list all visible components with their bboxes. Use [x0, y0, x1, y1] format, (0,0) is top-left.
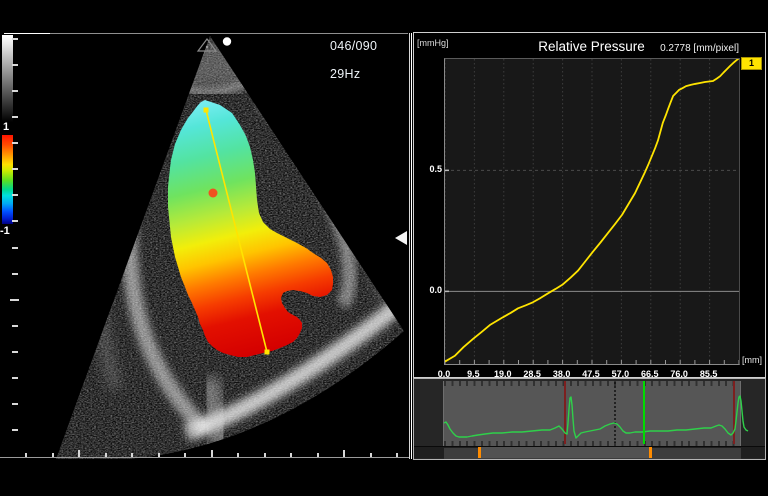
y-tick-label: 0.5 — [429, 164, 442, 175]
pressure-chart-panel: [mmHg] Relative Pressure 0.2778 [mm/pixe… — [413, 32, 766, 379]
colorbar-max-label: 1 — [3, 121, 10, 133]
x-axis-unit-label: [mm] — [742, 355, 762, 365]
width-ruler-tick — [78, 450, 80, 457]
depth-ruler-tick — [12, 220, 18, 223]
width-ruler-tick — [131, 453, 133, 457]
chart-plot-area[interactable] — [444, 57, 740, 365]
depth-ruler-tick — [12, 116, 18, 119]
x-tick-label: 47.5 — [582, 369, 600, 379]
width-ruler-tick — [184, 453, 186, 457]
x-tick-label: 66.5 — [641, 369, 659, 379]
grayscale-colorbar — [2, 35, 13, 122]
pixel-scale-label: 0.2778 [mm/pixel] — [660, 43, 739, 54]
focus-marker-icon[interactable] — [395, 231, 407, 245]
y-axis-unit-label: [mmHg] — [417, 38, 449, 48]
depth-ruler-tick — [10, 298, 19, 301]
width-ruler-tick — [290, 453, 292, 457]
depth-ruler-tick — [12, 142, 18, 145]
depth-ruler-tick — [12, 246, 18, 249]
ecg-trace-canvas — [443, 381, 749, 444]
ecg-panel — [413, 378, 766, 460]
x-tick-label: 19.0 — [494, 369, 512, 379]
trace-1-badge[interactable]: 1 — [741, 57, 762, 70]
measurement-endpoint-bottom[interactable] — [264, 349, 270, 355]
chart-title: Relative Pressure — [538, 39, 645, 54]
width-ruler-tick — [237, 453, 239, 457]
echo-display[interactable] — [0, 33, 409, 459]
width-ruler-tick — [157, 453, 160, 457]
ecg-trace — [443, 395, 749, 439]
width-ruler-tick — [263, 453, 266, 457]
reference-point-marker[interactable] — [208, 188, 218, 198]
width-ruler-line — [0, 457, 409, 458]
measurement-endpoint-top[interactable] — [203, 107, 209, 113]
x-tick-label: 0.0 — [437, 369, 451, 379]
depth-ruler-tick — [12, 350, 18, 353]
lv-pressure-overlay — [168, 100, 333, 357]
x-tick-label: 38.0 — [552, 369, 571, 379]
probe-orientation-icon — [196, 38, 218, 52]
x-tick-label: 76.0 — [670, 369, 688, 379]
scroll-marker-start[interactable] — [478, 447, 481, 458]
probe-position-dot — [222, 37, 232, 46]
depth-ruler-tick — [12, 324, 18, 327]
width-ruler-tick — [369, 453, 372, 457]
x-tick-label: 28.5 — [523, 369, 541, 379]
scroll-active-range — [479, 447, 650, 458]
width-ruler-tick — [51, 453, 54, 457]
width-ruler-tick — [343, 450, 345, 457]
measurement-line[interactable] — [205, 109, 268, 353]
width-ruler-tick — [104, 453, 107, 457]
depth-ruler-tick — [12, 90, 18, 93]
frame-rate: 29Hz — [330, 67, 361, 81]
width-ruler-tick — [210, 450, 213, 457]
depth-ruler-tick — [12, 429, 18, 432]
depth-ruler-tick — [12, 38, 18, 40]
x-tick-label: 9.5 — [467, 369, 480, 379]
frame-counter: 046/090 — [330, 39, 378, 53]
ecg-scrollbar[interactable] — [414, 446, 765, 459]
ecg-window[interactable] — [443, 381, 741, 446]
width-ruler-tick — [25, 453, 27, 457]
frame-info: 046/090 29Hz — [330, 39, 377, 81]
echo-panel-top-border — [4, 33, 408, 34]
width-ruler-tick — [396, 453, 398, 457]
pressure-colorbar — [2, 135, 13, 224]
probe-orientation-dot — [205, 45, 209, 49]
panel-divider — [409, 33, 413, 459]
pressure-curve-canvas — [444, 57, 740, 364]
x-tick-label: 57.0 — [611, 369, 630, 379]
depth-ruler-tick — [12, 64, 18, 67]
y-tick-label: 0.0 — [429, 285, 442, 296]
colorbar-min-label: -1 — [0, 225, 10, 237]
depth-ruler-tick — [12, 168, 18, 171]
depth-ruler-tick — [12, 272, 18, 275]
scroll-marker-end[interactable] — [649, 447, 652, 458]
width-ruler-tick — [316, 453, 319, 457]
depth-ruler-tick — [12, 402, 18, 405]
pressure-curve — [444, 57, 740, 363]
depth-ruler-tick — [12, 194, 18, 197]
depth-ruler-tick — [12, 376, 18, 379]
x-tick-label: 85.5 — [699, 369, 718, 379]
